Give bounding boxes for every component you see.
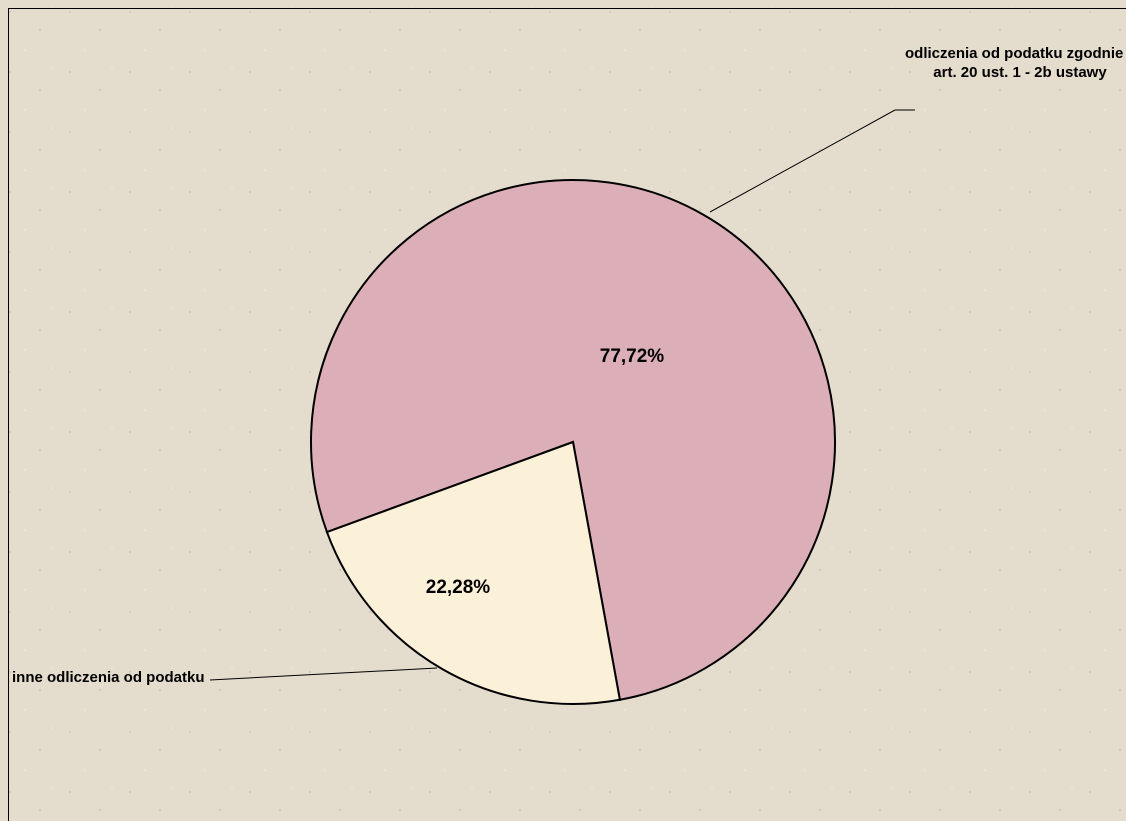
value-label: 77,72% bbox=[600, 346, 665, 367]
leader-line bbox=[209, 667, 438, 681]
value-label: 22,28% bbox=[426, 577, 491, 598]
frame bbox=[8, 8, 1126, 821]
pie-slice bbox=[310, 179, 836, 701]
slice-label: odliczenia od podatku zgodnie z art. 20 … bbox=[905, 45, 1126, 81]
slice-label: inne odliczenia od podatku bbox=[12, 669, 205, 686]
leader-line bbox=[709, 109, 896, 213]
pie-slice bbox=[325, 440, 622, 705]
